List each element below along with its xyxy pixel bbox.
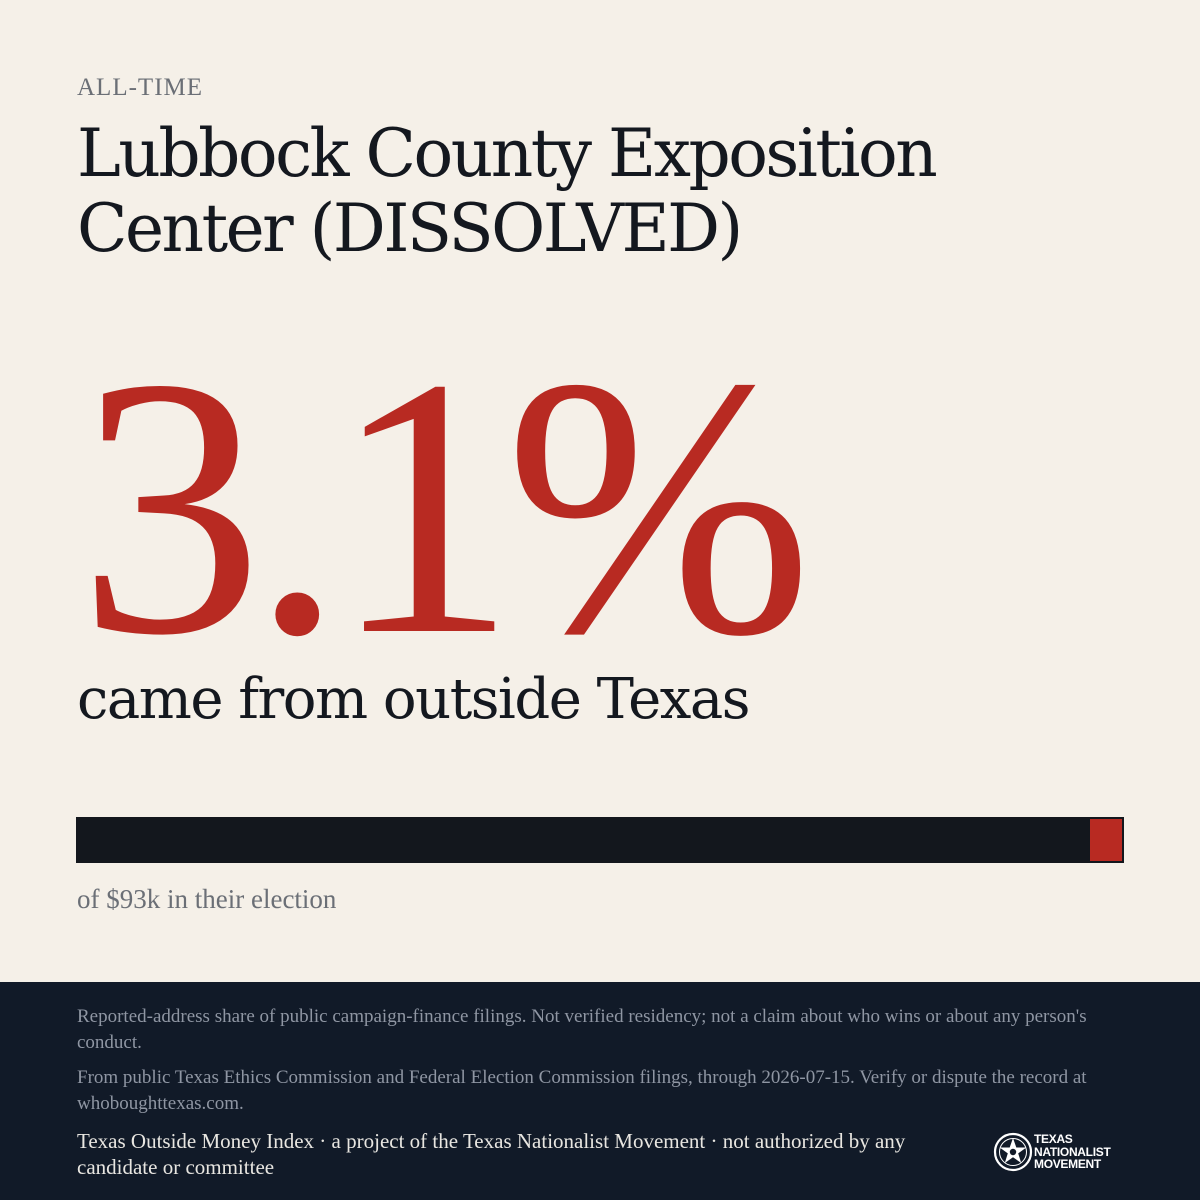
total-raised-caption: of $93k in their election (77, 884, 337, 914)
share-progress-bar (76, 817, 1124, 863)
logo-line-1: TEXAS (1034, 1132, 1073, 1146)
logo-line-2: NATIONALIST (1034, 1144, 1111, 1159)
entity-title: Lubbock County Exposition Center (DISSOL… (77, 115, 938, 267)
methodology-disclaimer: Reported-address share of public campaig… (77, 1006, 1087, 1053)
outside-share-fill (1089, 819, 1122, 861)
footer: Reported-address share of public campaig… (0, 982, 1200, 1200)
stat-caption: came from outside Texas (77, 667, 750, 732)
logo-line-3: MOVEMENT (1034, 1157, 1101, 1171)
project-credit: Texas Outside Money Index · a project of… (77, 1129, 906, 1179)
star-seal-icon (993, 1132, 1033, 1172)
timeframe-label: ALL-TIME (77, 74, 204, 101)
data-source-note: From public Texas Ethics Commission and … (77, 1067, 1087, 1114)
logo-wordmark: TEXAS NATIONALIST MOVEMENT (1034, 1132, 1111, 1171)
tnm-logo: TEXAS NATIONALIST MOVEMENT (993, 1132, 1128, 1174)
outside-share-percentage: 3.1% (78, 302, 813, 712)
